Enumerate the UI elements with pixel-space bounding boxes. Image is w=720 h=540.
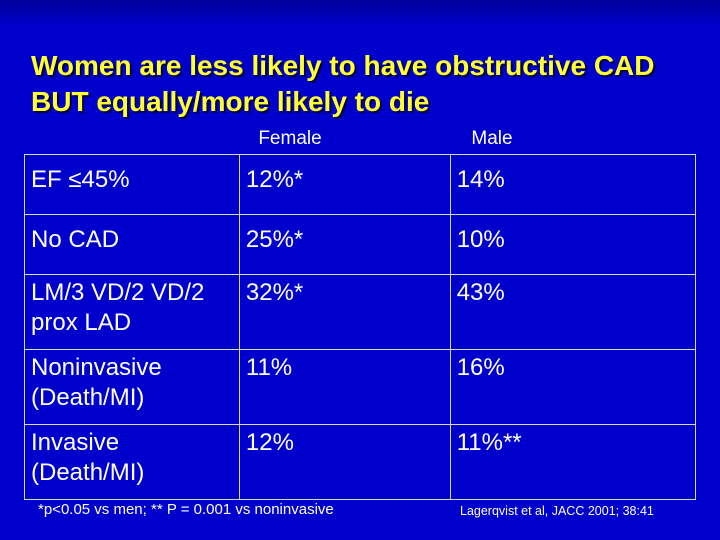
- slide-title: Women are less likely to have obstructiv…: [31, 50, 655, 117]
- table-row: No CAD 25%* 10%: [24, 214, 697, 275]
- female-value: 25%*: [238, 214, 451, 275]
- column-header-male: Male: [471, 128, 513, 149]
- female-value: 12%*: [238, 154, 451, 215]
- row-label: Noninvasive (Death/MI): [24, 349, 240, 425]
- male-value: 16%: [449, 349, 697, 425]
- male-value: 11%**: [449, 424, 697, 500]
- top-band: [0, 0, 720, 26]
- table-row: Invasive (Death/MI) 12% 11%**: [24, 424, 697, 500]
- row-label: LM/3 VD/2 VD/2 prox LAD: [24, 274, 240, 350]
- male-value: 14%: [449, 154, 697, 215]
- male-value: 10%: [449, 214, 697, 275]
- male-value: 43%: [449, 274, 697, 350]
- female-value: 11%: [238, 349, 451, 425]
- footnote: *p<0.05 vs men; ** P = 0.001 vs noninvas…: [38, 501, 334, 518]
- table-row: Noninvasive (Death/MI) 11% 16%: [24, 349, 697, 425]
- table-row: LM/3 VD/2 VD/2 prox LAD 32%* 43%: [24, 274, 697, 350]
- row-label: EF ≤45%: [24, 154, 240, 215]
- female-value: 12%: [238, 424, 451, 500]
- citation: Lagerqvist et al, JACC 2001; 38:41: [460, 504, 654, 518]
- female-value: 32%*: [238, 274, 451, 350]
- column-header-female: Female: [258, 128, 322, 149]
- row-label: Invasive (Death/MI): [24, 424, 240, 500]
- outcomes-table: EF ≤45% 12%* 14% No CAD 25%* 10% LM/3 VD…: [24, 154, 697, 500]
- table-row: EF ≤45% 12%* 14%: [24, 154, 697, 215]
- row-label: No CAD: [24, 214, 240, 275]
